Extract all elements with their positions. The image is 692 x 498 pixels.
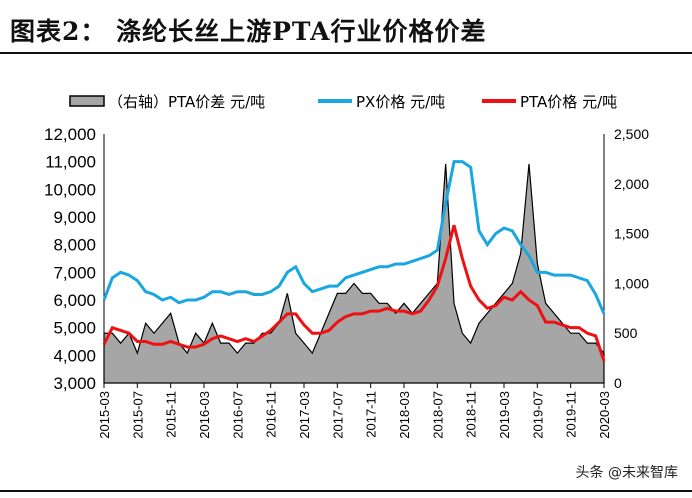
x-tick-label: 2020-03 — [597, 391, 612, 439]
left-tick-label: 12,000 — [44, 125, 96, 144]
left-tick-label: 6,000 — [53, 291, 96, 310]
left-tick-label: 4,000 — [53, 346, 96, 365]
left-tick-label: 9,000 — [53, 208, 96, 227]
right-tick-label: 1,000 — [614, 275, 649, 291]
legend-label: PTA价格 元/吨 — [520, 93, 617, 111]
x-tick-label: 2018-03 — [397, 391, 412, 439]
right-tick-label: 2,500 — [614, 126, 649, 142]
left-tick-label: 3,000 — [53, 374, 96, 393]
x-tick-label: 2015-11 — [164, 391, 179, 438]
left-tick-label: 11,000 — [45, 153, 96, 172]
right-tick-label: 500 — [614, 325, 638, 341]
pta-price-line — [102, 224, 606, 362]
title-divider — [0, 52, 692, 54]
right-tick-label: 0 — [614, 375, 622, 391]
x-tick-label: 2015-03 — [97, 391, 112, 439]
legend-swatch-spread — [69, 95, 105, 107]
spread-area — [103, 163, 605, 384]
x-tick-label: 2016-03 — [197, 391, 212, 439]
x-tick-label: 2016-07 — [230, 391, 245, 439]
x-tick-label: 2016-11 — [264, 391, 279, 438]
watermark: 头条 @未来智库 — [575, 465, 678, 481]
right-tick-label: 2,000 — [614, 176, 649, 192]
x-tick-label: 2018-07 — [430, 391, 445, 439]
legend-label: （右轴）PTA价差 元/吨 — [108, 93, 265, 111]
x-tick-label: 2017-07 — [330, 391, 345, 439]
x-tick-label: 2018-11 — [464, 391, 479, 438]
left-tick-label: 8,000 — [53, 236, 96, 255]
chart-title: 图表2： 涤纶长丝上游PTA行业价格价差 — [10, 17, 487, 46]
left-tick-label: 7,000 — [53, 263, 96, 282]
left-tick-label: 5,000 — [53, 319, 96, 338]
x-tick-label: 2017-03 — [297, 391, 312, 439]
x-tick-label: 2015-07 — [130, 391, 145, 439]
left-tick-label: 10,000 — [44, 180, 96, 199]
x-tick-label: 2017-11 — [364, 391, 379, 438]
bottom-divider — [0, 490, 692, 492]
x-tick-label: 2019-03 — [497, 391, 512, 439]
px-price-line — [102, 160, 606, 315]
x-tick-label: 2019-07 — [530, 391, 545, 439]
right-tick-label: 1,500 — [614, 226, 649, 242]
x-tick-label: 2019-11 — [564, 391, 579, 438]
legend-label: PX价格 元/吨 — [356, 93, 445, 111]
